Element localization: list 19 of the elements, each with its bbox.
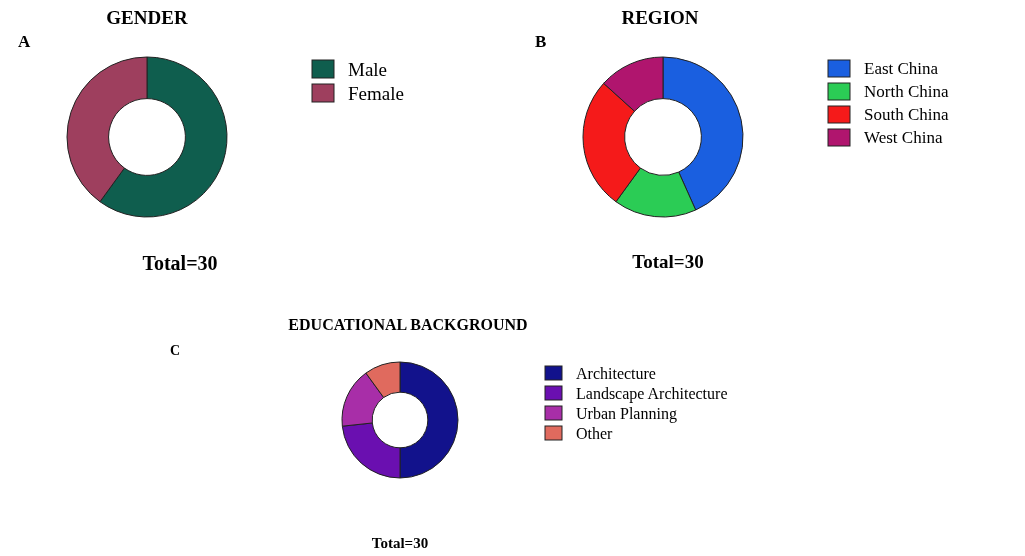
legend-label: Urban Planning: [576, 404, 677, 423]
legend-label: Architecture: [576, 364, 656, 382]
text: Total=30: [371, 535, 429, 551]
text: C: [170, 343, 181, 358]
legend-label: North China: [864, 82, 949, 101]
text: A: [18, 32, 31, 51]
legend-label: West China: [864, 128, 943, 147]
chart-title: GENDER: [106, 7, 188, 28]
legend-label: Male: [348, 58, 388, 80]
chart-title: EDUCATIONAL BACKGROUND: [288, 316, 528, 333]
chart-title: REGION: [621, 7, 699, 28]
legend-label: South China: [864, 105, 949, 124]
text: Total=30: [142, 252, 218, 274]
legend-label: Female: [348, 82, 404, 104]
text: Total=30: [632, 251, 704, 272]
text: B: [535, 32, 547, 51]
legend-label: East China: [864, 59, 939, 78]
legend-label: Landscape Architecture: [576, 384, 728, 403]
legend-label: Other: [576, 424, 614, 442]
